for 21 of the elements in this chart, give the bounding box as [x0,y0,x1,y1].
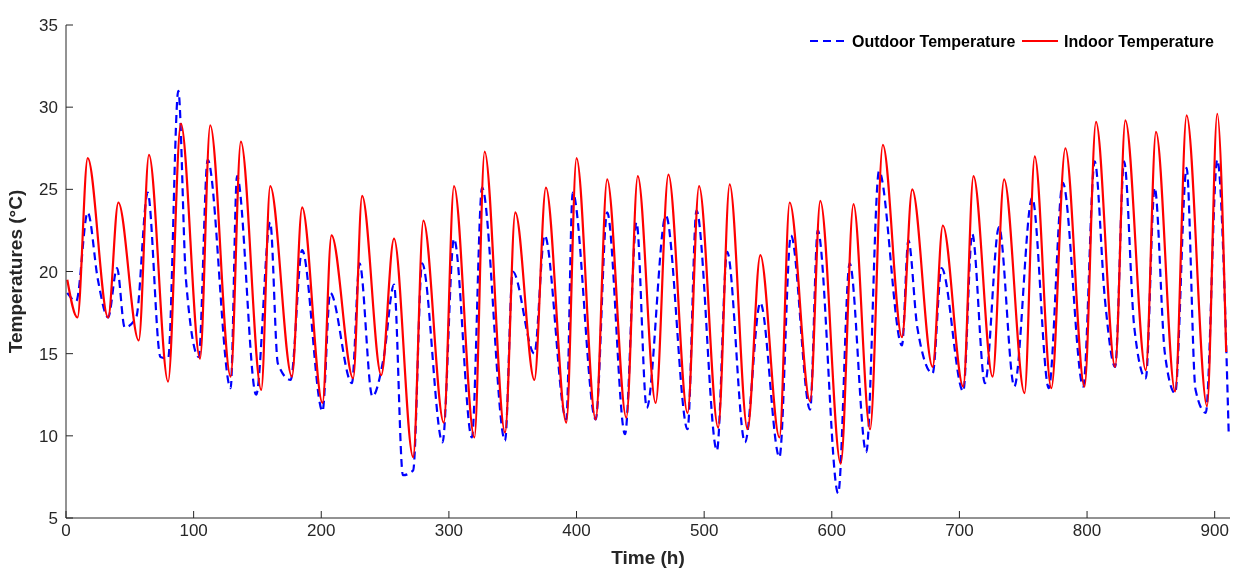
x-tick-label: 400 [562,521,591,540]
x-tick-label: 300 [434,521,464,540]
y-tick-label: 20 [39,262,58,282]
x-tick-label: 900 [1200,521,1229,540]
x-tick-label: 500 [689,521,719,540]
legend-label: Outdoor Temperature [852,33,1016,50]
y-tick-label: 10 [39,426,58,446]
x-tick-label: 0 [61,521,71,540]
y-tick-label: 25 [39,180,58,200]
x-tick-label: 700 [945,521,974,540]
y-tick-label: 15 [39,344,58,364]
y-axis-title: Temperatures (°C) [5,189,26,354]
legend-label: Indoor Temperature [1064,33,1215,50]
y-tick-label: 35 [39,16,58,35]
x-tick-label: 600 [817,521,846,540]
y-tick-label: 30 [39,98,58,118]
x-tick-label: 100 [179,521,208,540]
x-tick-label: 200 [307,521,336,540]
x-tick-label: 800 [1072,521,1102,540]
x-axis-title: Time (h) [611,547,685,568]
y-tick-label: 5 [48,509,58,528]
